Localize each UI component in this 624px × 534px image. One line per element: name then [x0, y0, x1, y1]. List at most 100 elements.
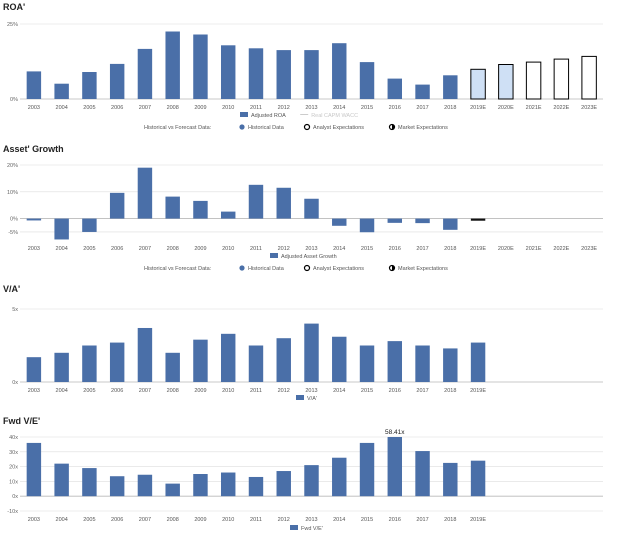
- bar-2023E: [581, 55, 597, 100]
- y-tick-label: 25%: [7, 22, 18, 28]
- bar-2003: [26, 218, 42, 221]
- bar-2011: [248, 48, 264, 99]
- market-label: Market Expectations: [398, 266, 448, 272]
- x-tick-label: 2004: [56, 517, 68, 523]
- analyst-label: Analyst Expectations: [313, 266, 364, 272]
- bar-2016: [387, 341, 403, 382]
- chart-panel-roa: ROA' 0% 25% 2003 2004 2005 2006 2007 2008 2009 201…: [3, 2, 603, 131]
- x-tick-label: 2009: [194, 517, 206, 523]
- x-tick-label: 2007: [139, 105, 151, 111]
- x-tick-label: 2005: [83, 246, 95, 252]
- x-tick-label: 2016: [389, 105, 401, 111]
- bar-2004: [54, 218, 69, 240]
- market-half-icon: [392, 265, 395, 271]
- forecast-legend: Historical vs Forecast Data: Historical D…: [144, 123, 448, 131]
- bar-2016: [387, 78, 403, 99]
- bar-2003: [26, 442, 42, 497]
- y-tick-label: 0x: [12, 380, 18, 386]
- legend-label: V/A': [307, 396, 317, 402]
- x-tick-label: 2014: [333, 388, 345, 394]
- bar-2011: [248, 345, 264, 382]
- y-tick-label: 20x: [9, 465, 18, 471]
- bar-2005: [82, 72, 97, 99]
- x-tick-label: 2006: [111, 105, 123, 111]
- x-tick-label: 2023E: [581, 246, 597, 252]
- market-half-icon: [392, 124, 395, 130]
- bar-2014: [332, 457, 347, 497]
- x-tick-label: 2014: [333, 105, 345, 111]
- bar-2008: [165, 483, 180, 497]
- bar-2015: [359, 442, 375, 497]
- chart-panel-va: V/A' 0x 5x 2003 2004 2005 2006 2007 2008 2009 2010…: [3, 284, 603, 402]
- x-tick-label: 2007: [139, 388, 151, 394]
- bar-2010: [220, 472, 236, 497]
- x-tick-label: 2013: [305, 388, 317, 394]
- x-tick-label: 2018: [444, 246, 456, 252]
- x-tick-label: 2019E: [470, 246, 486, 252]
- legend-swatch: [290, 525, 298, 530]
- y-tick-label: 10x: [9, 479, 18, 485]
- bar-2007: [137, 327, 153, 382]
- bar-2018: [443, 75, 458, 99]
- bar-2008: [165, 196, 180, 219]
- bar-2019E: [470, 342, 486, 382]
- x-tick-label: 2022E: [553, 105, 569, 111]
- x-tick-label: 2007: [139, 246, 151, 252]
- x-tick-label: 2012: [278, 105, 290, 111]
- chart-panel-asset_growth: Asset' Growth -5% 0% 10% 20% 2003 2004 2005 2006…: [3, 144, 603, 272]
- bar-2012: [276, 338, 291, 382]
- analyst-label: Analyst Expectations: [313, 125, 364, 131]
- bar-2013: [304, 198, 319, 219]
- x-tick-label: 2008: [167, 388, 179, 394]
- historical-label: Historical Data: [248, 125, 285, 131]
- bar-2017: [415, 84, 430, 99]
- analyst-ring-icon: [303, 264, 311, 272]
- market-label: Market Expectations: [398, 125, 448, 131]
- legend-label: Adjusted Asset Growth: [281, 254, 337, 260]
- y-tick-label: 20%: [7, 163, 18, 169]
- x-tick-label: 2008: [167, 246, 179, 252]
- bar-2011: [248, 476, 264, 497]
- x-tick-label: 2004: [56, 388, 68, 394]
- x-tick-label: 2010: [222, 246, 234, 252]
- x-tick-label: 2018: [444, 517, 456, 523]
- x-tick-label: 2005: [83, 388, 95, 394]
- data-label: 58.41x: [385, 429, 405, 436]
- bar-2019E: [470, 460, 486, 497]
- bar-2007: [137, 167, 153, 219]
- x-tick-label: 2011: [250, 246, 262, 252]
- bar-2012: [276, 471, 291, 497]
- bar-2013: [304, 465, 319, 497]
- bar-2014: [332, 218, 347, 226]
- bar-2010: [220, 211, 236, 219]
- bar-2010: [220, 333, 236, 382]
- legend-label: Fwd V/E': [301, 526, 323, 532]
- x-tick-label: 2012: [278, 246, 290, 252]
- x-tick-label: 2011: [250, 105, 262, 111]
- legend-label: Adjusted ROA: [251, 113, 286, 119]
- bar-2007: [137, 474, 153, 497]
- x-tick-label: 2013: [305, 105, 317, 111]
- x-tick-label: 2006: [111, 517, 123, 523]
- bar-2006: [109, 63, 125, 99]
- x-tick-label: 2017: [416, 246, 428, 252]
- x-tick-label: 2015: [361, 246, 373, 252]
- bar-2012: [276, 187, 291, 219]
- x-tick-label: 2019E: [470, 517, 486, 523]
- bar-2022E: [553, 58, 570, 100]
- x-tick-label: 2022E: [553, 246, 569, 252]
- y-tick-label: 30x: [9, 450, 18, 456]
- bar-2015: [359, 62, 375, 99]
- bar-2019E: [470, 68, 486, 100]
- bar-2016: [387, 218, 403, 223]
- bar-2005: [82, 218, 97, 232]
- x-tick-label: 2012: [278, 388, 290, 394]
- x-tick-label: 2008: [167, 105, 179, 111]
- x-tick-label: 2021E: [526, 246, 542, 252]
- y-tick-label: 10%: [7, 190, 18, 196]
- x-tick-label: 2021E: [526, 105, 542, 111]
- x-tick-label: 2015: [361, 105, 373, 111]
- x-tick-label: 2006: [111, 388, 123, 394]
- x-tick-label: 2008: [167, 517, 179, 523]
- historical-dot-icon: [239, 124, 245, 130]
